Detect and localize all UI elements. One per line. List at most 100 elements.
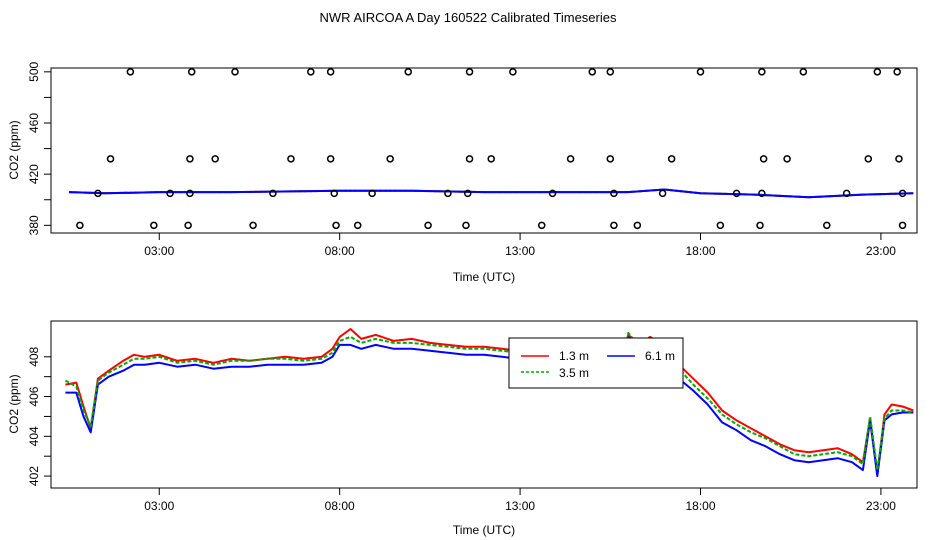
- data-point: [231, 68, 239, 76]
- legend-label-1-3m: 1.3 m: [559, 349, 589, 363]
- data-point: [106, 155, 115, 163]
- data-point: [464, 189, 472, 198]
- y-tick-label: 460: [27, 113, 41, 133]
- top-plot-frame: [50, 67, 918, 234]
- data-point: [633, 221, 642, 230]
- legend-box: [508, 337, 684, 389]
- y-tick-label: 406: [27, 386, 41, 406]
- x-tick-label: 08:00: [325, 499, 355, 513]
- data-point: [186, 189, 194, 198]
- data-point: [716, 221, 725, 230]
- top-y-axis-label: CO2 (ppm): [7, 120, 21, 179]
- data-point: [783, 155, 791, 163]
- top-x-axis-label: Time (UTC): [453, 270, 515, 284]
- data-point: [509, 68, 517, 76]
- data-point: [444, 189, 452, 198]
- data-point: [368, 189, 376, 198]
- x-tick-label: 03:00: [144, 499, 174, 513]
- bottom-x-axis-label: Time (UTC): [453, 523, 515, 537]
- data-point: [566, 155, 575, 163]
- data-point: [211, 155, 219, 163]
- data-point: [898, 189, 907, 198]
- data-point: [873, 68, 882, 76]
- data-point: [606, 68, 615, 76]
- data-point: [864, 155, 873, 163]
- data-point: [462, 221, 470, 230]
- data-point: [487, 155, 495, 163]
- data-point: [537, 221, 546, 230]
- data-point: [465, 155, 474, 163]
- top-plot-axes: 03:00 08:00 13:00 18:00 23:00 380 420 460 500: [27, 62, 896, 258]
- data-point: [386, 155, 394, 163]
- legend-label-6-1m: 6.1 m: [645, 349, 675, 363]
- data-point: [696, 68, 705, 76]
- data-point: [898, 221, 907, 230]
- data-point: [758, 68, 766, 76]
- x-tick-label: 13:00: [505, 244, 535, 258]
- data-point: [732, 189, 741, 198]
- data-point: [893, 68, 901, 76]
- bottom-y-axis-label: CO2 (ppm): [7, 374, 21, 433]
- data-point: [330, 189, 339, 198]
- data-point: [667, 155, 676, 163]
- data-point: [332, 221, 340, 230]
- data-point: [187, 68, 196, 76]
- legend: 1.3 m 6.1 m 3.5 m: [508, 337, 684, 389]
- series-line-3-5-m: [64, 331, 914, 472]
- series-line-6-1-m: [65, 335, 914, 478]
- data-point: [326, 68, 335, 76]
- data-point: [269, 189, 277, 198]
- bottom-plot-frame: [50, 320, 918, 489]
- data-point: [307, 68, 315, 76]
- data-point: [588, 68, 596, 76]
- legend-label-3-5m: 3.5 m: [559, 366, 589, 380]
- top-panel: 03:00 08:00 13:00 18:00 23:00 380 420 460 500 Ti…: [7, 62, 918, 284]
- x-tick-label: 23:00: [866, 244, 896, 258]
- bottom-plot-axes: 03:00 08:00 13:00 18:00 23:00 402 404 406 408: [27, 346, 896, 513]
- figure-title: NWR AIRCOA A Day 160522 Calibrated Times…: [320, 10, 617, 25]
- data-point: [895, 155, 903, 163]
- series-line-6-1-m: [68, 188, 914, 199]
- data-point: [548, 189, 557, 198]
- data-point: [610, 189, 618, 198]
- bottom-panel: 03:00 08:00 13:00 18:00 23:00 402 404 406 408 1.…: [7, 320, 918, 537]
- data-point: [76, 221, 84, 230]
- data-point: [842, 189, 851, 198]
- data-point: [94, 189, 102, 198]
- y-tick-label: 500: [27, 62, 41, 82]
- data-point: [758, 189, 766, 198]
- x-tick-label: 23:00: [866, 499, 896, 513]
- x-tick-label: 13:00: [505, 499, 535, 513]
- x-tick-label: 18:00: [685, 499, 715, 513]
- data-point: [184, 221, 192, 230]
- data-point: [404, 68, 412, 76]
- x-tick-label: 03:00: [144, 244, 174, 258]
- y-tick-label: 420: [27, 164, 41, 184]
- data-point: [126, 68, 135, 76]
- data-point: [424, 221, 432, 230]
- x-tick-label: 18:00: [685, 244, 715, 258]
- data-point: [759, 155, 768, 163]
- data-point: [799, 68, 808, 76]
- y-tick-label: 404: [27, 426, 41, 446]
- data-point: [658, 189, 667, 198]
- data-point: [326, 155, 335, 163]
- top-plot-marks: [68, 68, 914, 230]
- data-point: [610, 221, 618, 230]
- y-tick-label: 380: [27, 215, 41, 235]
- data-point: [186, 155, 194, 163]
- data-point: [823, 221, 831, 230]
- data-point: [287, 155, 295, 163]
- series-line-1-3-m: [65, 328, 914, 476]
- x-tick-label: 08:00: [325, 244, 355, 258]
- data-point: [465, 68, 474, 76]
- bottom-plot-marks: [64, 328, 914, 478]
- y-tick-label: 402: [27, 466, 41, 486]
- data-point: [756, 221, 764, 230]
- data-point: [166, 189, 174, 198]
- data-point: [150, 221, 158, 230]
- data-point: [606, 155, 615, 163]
- y-tick-label: 408: [27, 346, 41, 366]
- data-point: [353, 221, 362, 230]
